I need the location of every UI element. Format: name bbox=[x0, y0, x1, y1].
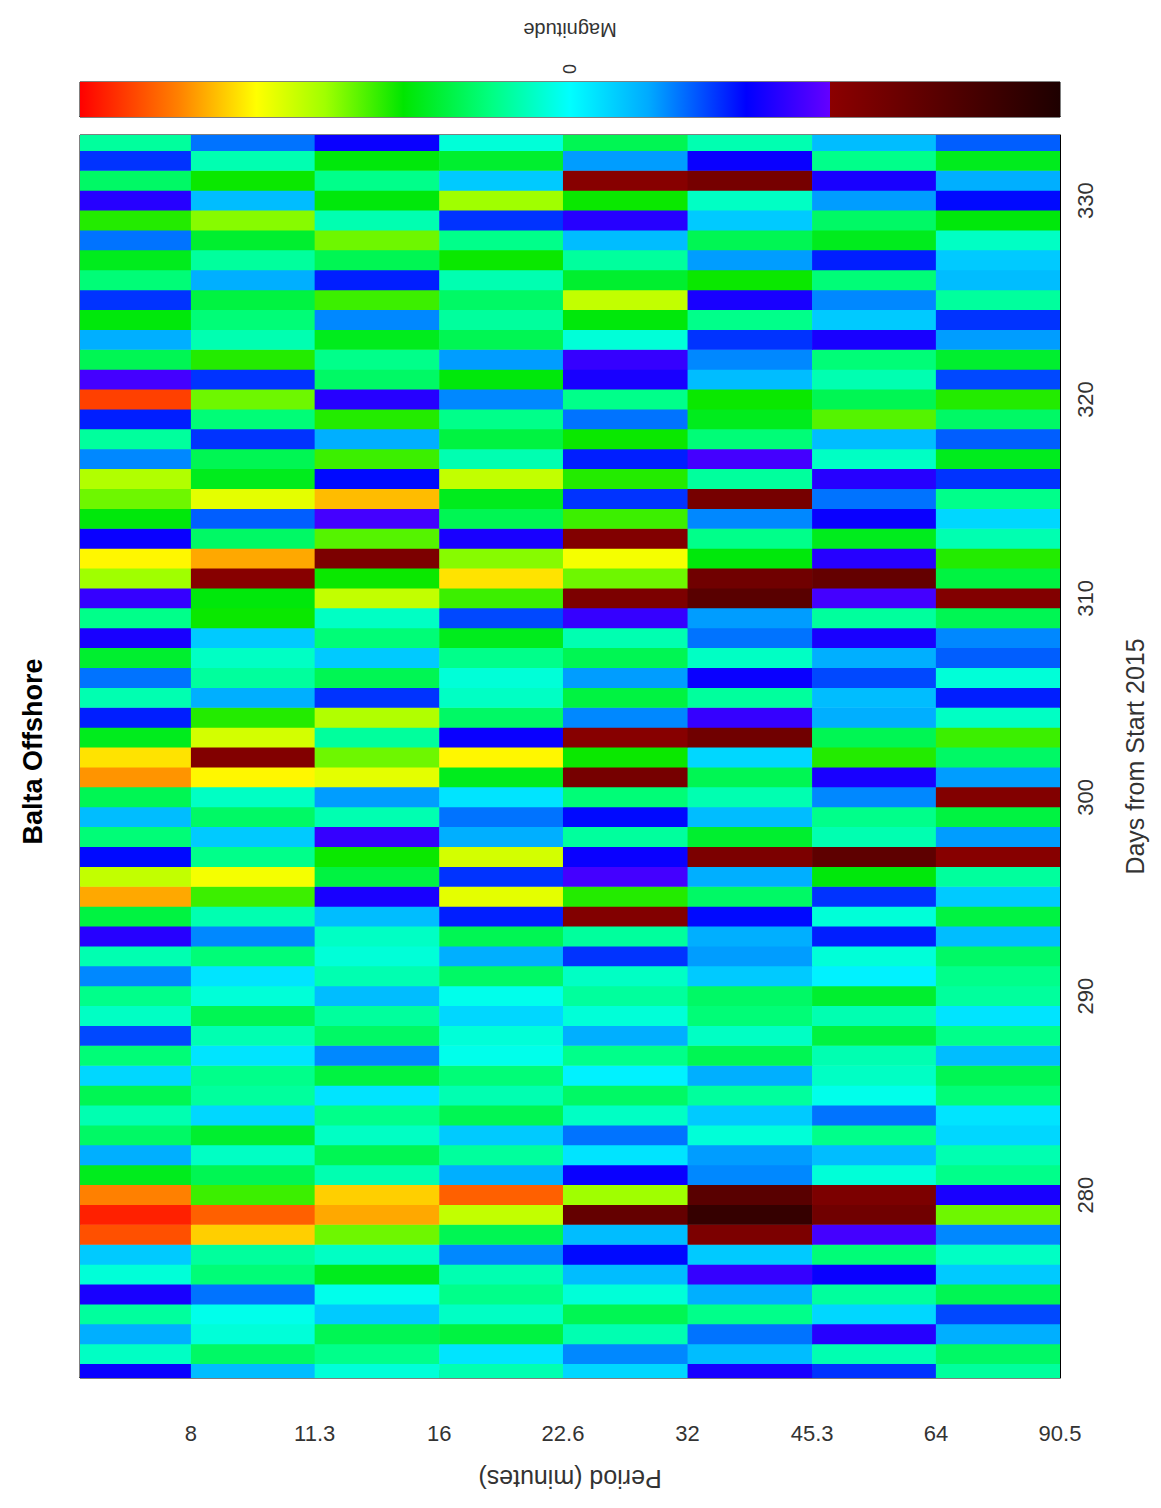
svg-text:Balta Offshore: Balta Offshore bbox=[18, 658, 48, 844]
svg-text:330: 330 bbox=[1073, 182, 1098, 219]
svg-text:310: 310 bbox=[1073, 580, 1098, 617]
svg-text:290: 290 bbox=[1073, 978, 1098, 1015]
svg-text:Magnitude: Magnitude bbox=[523, 19, 616, 41]
svg-text:Days from Start 2015: Days from Start 2015 bbox=[1121, 638, 1149, 874]
svg-text:300: 300 bbox=[1073, 779, 1098, 816]
svg-text:280: 280 bbox=[1073, 1177, 1098, 1214]
svg-text:32: 32 bbox=[675, 1421, 699, 1446]
svg-text:0: 0 bbox=[560, 64, 580, 74]
svg-text:64: 64 bbox=[924, 1421, 948, 1446]
svg-text:Period (minutes): Period (minutes) bbox=[478, 1465, 661, 1493]
svg-text:320: 320 bbox=[1073, 381, 1098, 418]
svg-text:45.3: 45.3 bbox=[791, 1421, 834, 1446]
svg-text:8: 8 bbox=[185, 1421, 197, 1446]
svg-text:16: 16 bbox=[427, 1421, 451, 1446]
svg-text:11.3: 11.3 bbox=[294, 1421, 335, 1446]
svg-text:90.5: 90.5 bbox=[1039, 1421, 1082, 1446]
svg-text:22.6: 22.6 bbox=[542, 1421, 585, 1446]
